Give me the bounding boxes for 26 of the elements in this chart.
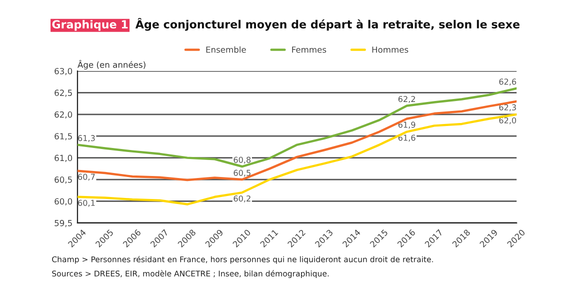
y-tick-label: 62,5 xyxy=(54,90,72,97)
data-label: 60,5 xyxy=(234,170,250,177)
y-tick-label: 61,5 xyxy=(54,133,72,140)
chart-subtitle: Âge conjoncturel moyen de départ à la retraite, selon le sexe xyxy=(135,18,520,31)
chart-title: Graphique 1 xyxy=(52,20,128,31)
y-axis-title: Âge (en années) xyxy=(78,60,146,70)
legend-label: Femmes xyxy=(292,46,326,53)
data-label: 60,8 xyxy=(234,156,251,164)
line-series xyxy=(77,113,517,206)
y-tick-label: 60,5 xyxy=(54,176,72,184)
data-label: 60,7 xyxy=(78,174,95,181)
data-label: 62,2 xyxy=(398,96,415,103)
y-tick-label: 60,0 xyxy=(54,198,72,206)
line-series xyxy=(77,87,517,168)
y-tick-label: 62,0 xyxy=(54,111,72,119)
data-label: 60,2 xyxy=(234,195,250,202)
data-label: 62,6 xyxy=(499,78,516,86)
data-label: 61,3 xyxy=(78,135,95,142)
data-label: 60,1 xyxy=(78,200,95,207)
legend-label: Ensemble xyxy=(206,46,246,53)
data-label: 62,3 xyxy=(499,104,516,112)
data-label: 62,0 xyxy=(499,117,516,124)
y-tick-label: 63,0 xyxy=(54,68,72,76)
legend-label: Hommes xyxy=(372,46,408,53)
y-tick-label: 59,5 xyxy=(54,220,72,228)
y-tick-label: 61,0 xyxy=(54,154,72,162)
